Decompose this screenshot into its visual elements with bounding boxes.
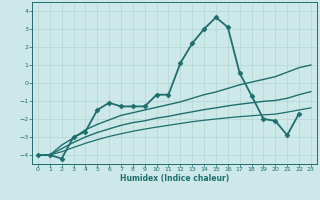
X-axis label: Humidex (Indice chaleur): Humidex (Indice chaleur) xyxy=(120,174,229,183)
